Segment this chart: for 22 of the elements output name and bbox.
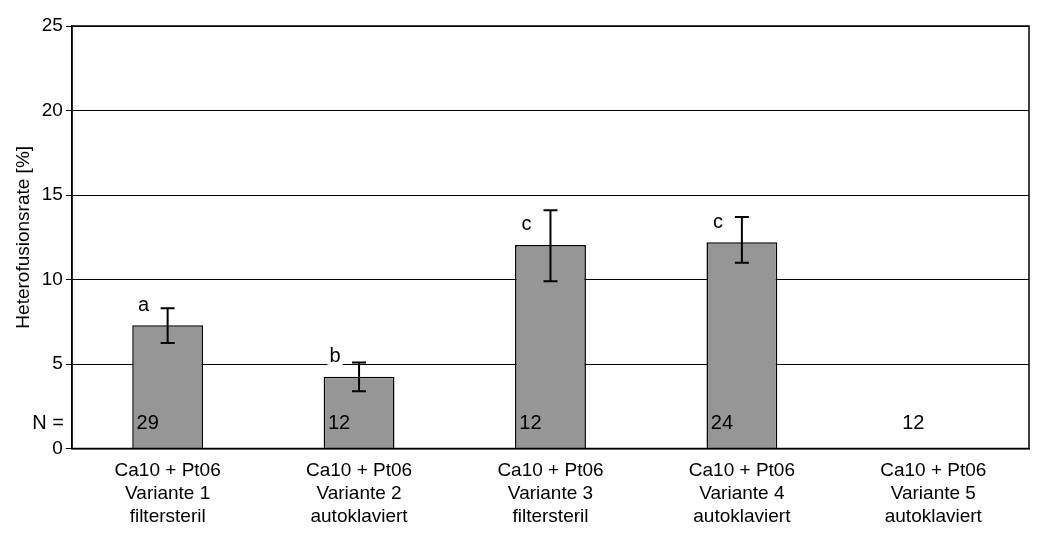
y-tick-label: 25 — [41, 14, 63, 36]
annotation: c — [712, 209, 723, 232]
x-tick-label: Ca10 + Pt06 Variante 5 autoklaviert — [880, 459, 987, 526]
x-tick-label: Ca10 + Pt06 Variante 1 filtersteril — [114, 459, 221, 526]
x-tick-label: Ca10 + Pt06 Variante 2 autoklaviert — [305, 459, 413, 526]
annotation: 29 — [136, 411, 159, 434]
y-tick-label: 5 — [52, 352, 63, 374]
annotation: c — [521, 212, 532, 235]
y-tick-label: 0 — [52, 436, 63, 458]
x-tick-label: Ca10 + Pt06 Variante 3 filtersteril — [497, 459, 604, 526]
annotation: b — [329, 344, 341, 367]
y-tick-label: 15 — [41, 183, 63, 205]
x-tick-label: Ca10 + Pt06 Variante 4 autoklaviert — [688, 459, 795, 526]
annotation: 24 — [710, 411, 734, 434]
y-tick-label: 10 — [41, 267, 63, 289]
annotation: 12 — [327, 411, 351, 434]
annotation: a — [138, 292, 151, 315]
y-axis-title: Heterofusionsrate [%] — [11, 145, 33, 329]
annotation: 12 — [519, 411, 542, 434]
annotation: 12 — [902, 411, 925, 434]
y-tick-label: 20 — [41, 98, 63, 120]
text: N = — [32, 411, 64, 434]
